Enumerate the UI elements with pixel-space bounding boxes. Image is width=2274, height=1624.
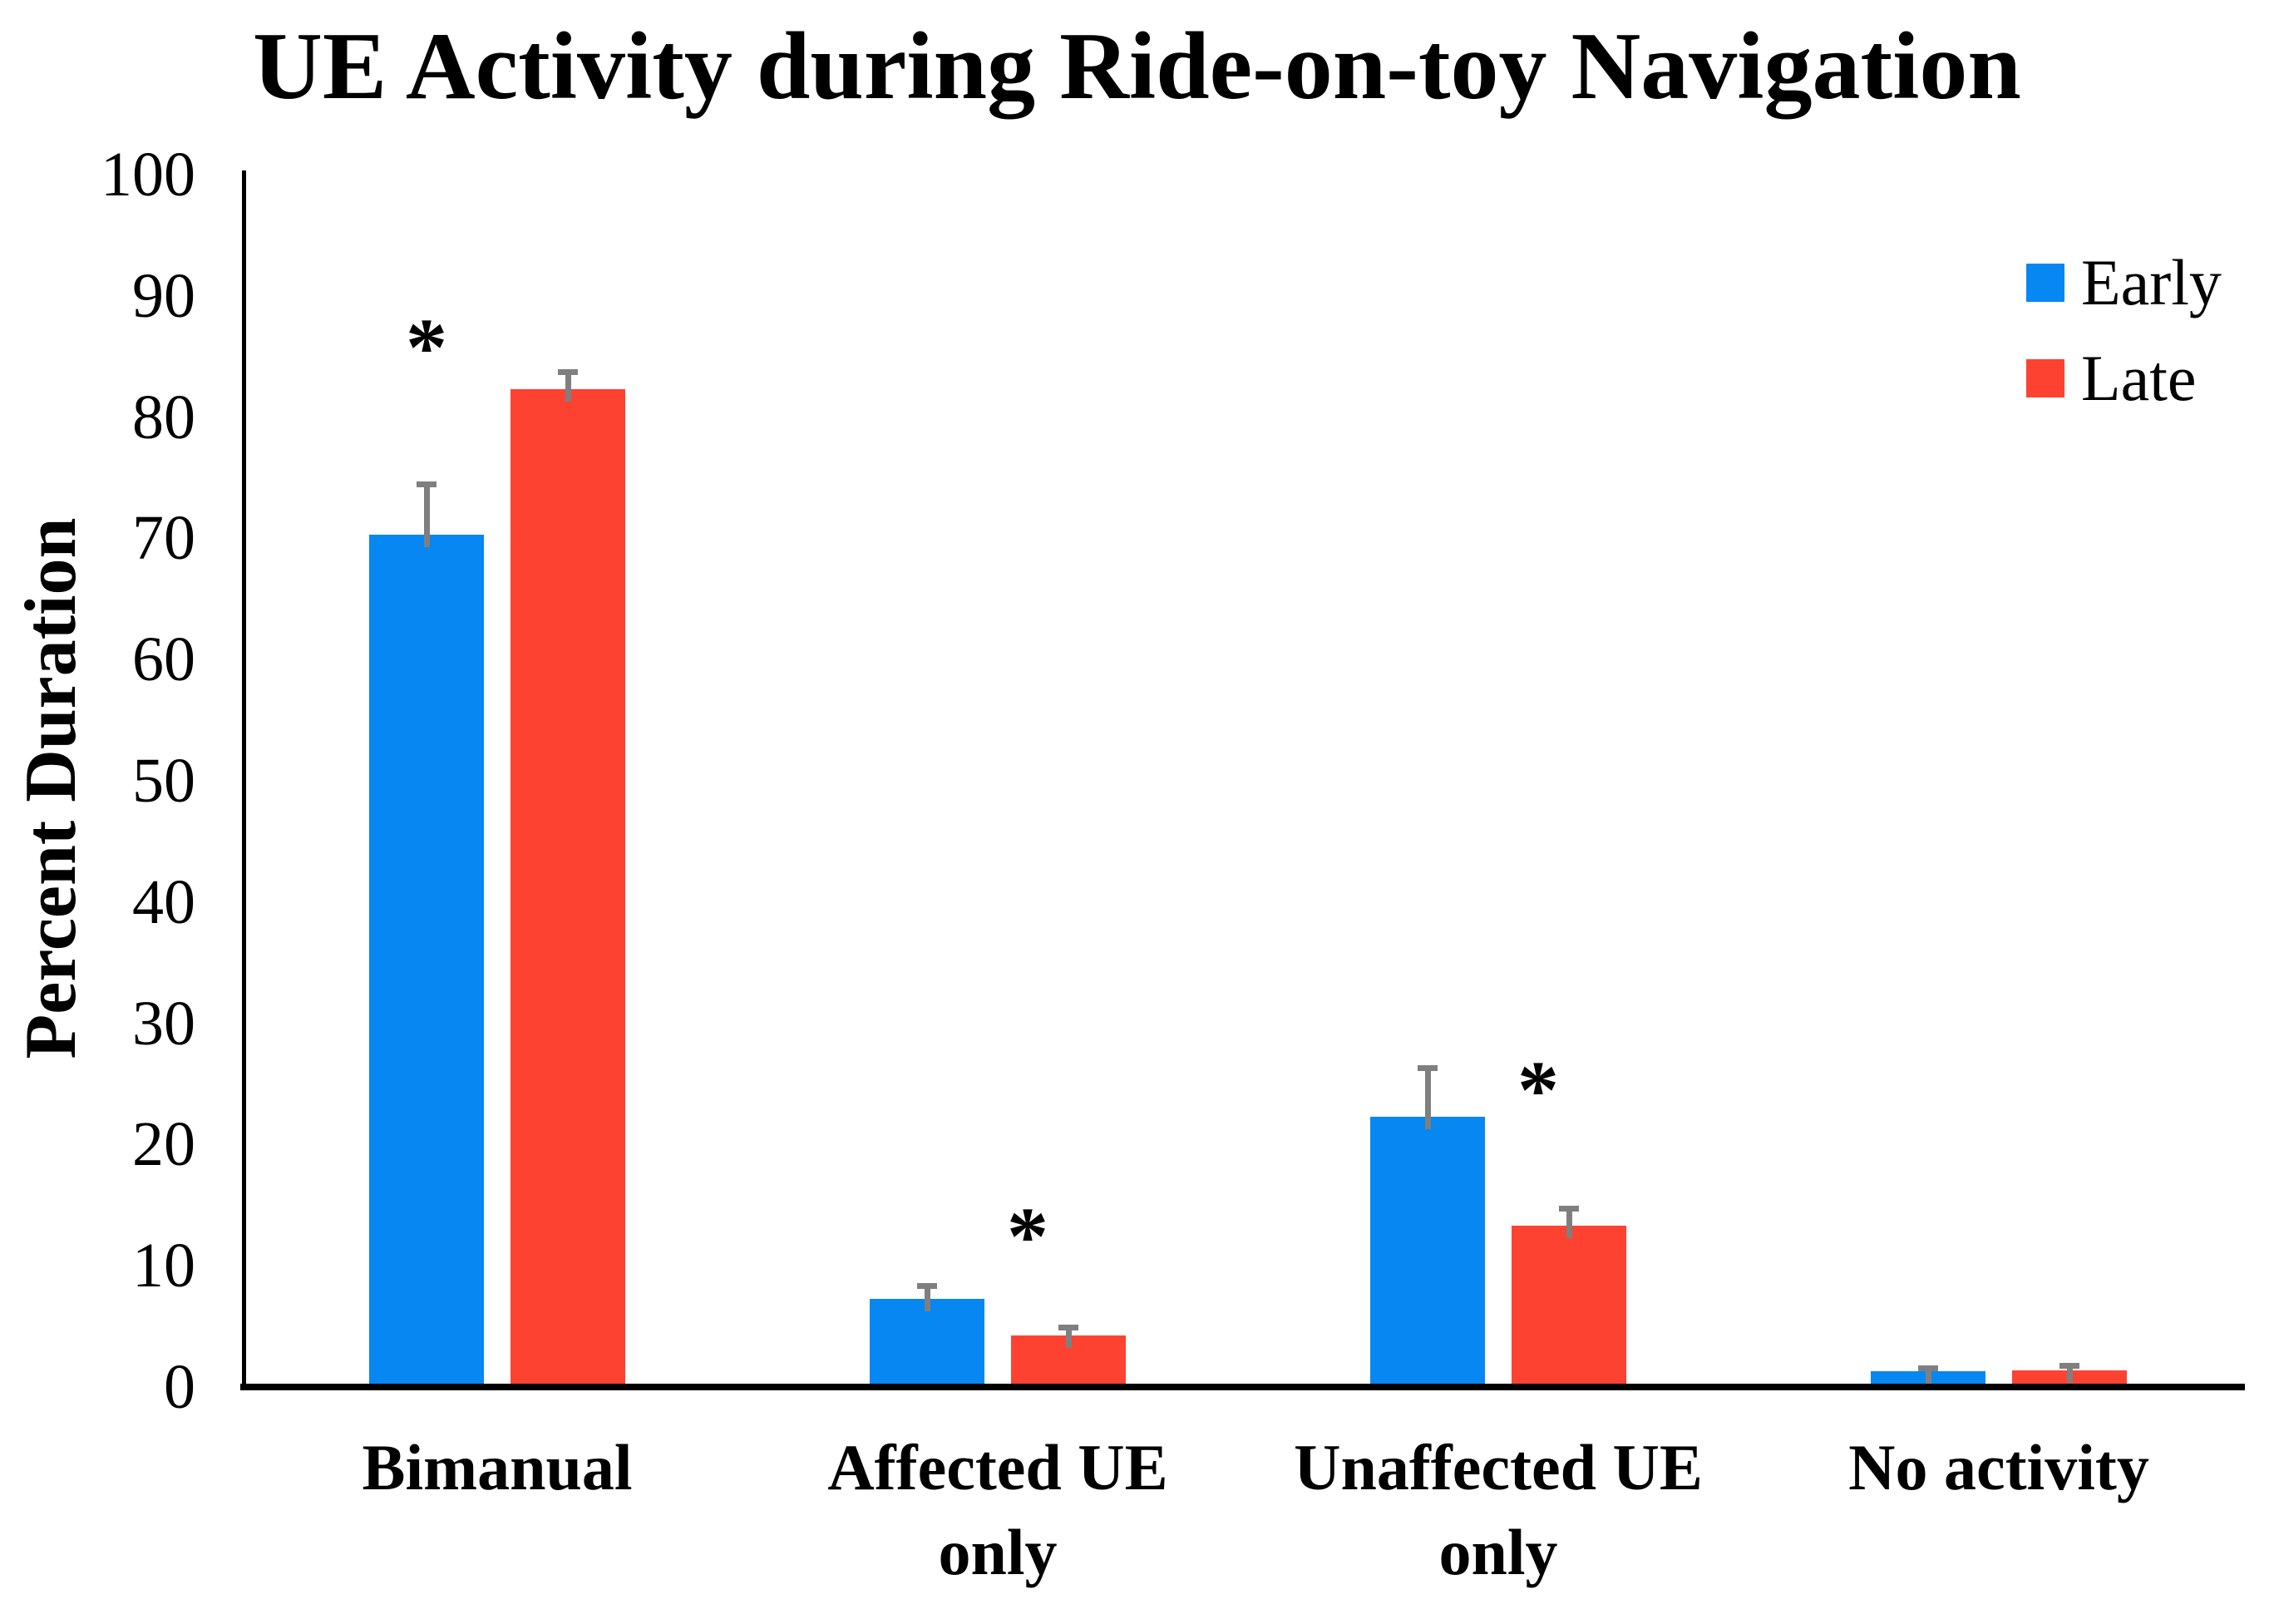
x-category-label-no-activity: No activity: [1848, 1431, 2149, 1503]
error-bar-stem: [1566, 1210, 1572, 1239]
error-bar-cap: [1418, 1064, 1438, 1071]
bar-early-affected-ue-only: [870, 1298, 984, 1384]
bar-early-bimanual: [369, 535, 484, 1384]
error-bar-stem: [924, 1287, 930, 1311]
y-tick-label-30: 30: [132, 988, 195, 1059]
significance-asterisk: *: [1517, 1043, 1559, 1136]
legend-swatch-late: [2026, 359, 2064, 397]
error-bar-cap: [1058, 1324, 1078, 1330]
error-bar-cap: [1559, 1205, 1579, 1212]
error-bar-cap: [558, 368, 578, 375]
error-bar-stem: [2066, 1368, 2073, 1383]
y-tick-label-40: 40: [132, 866, 195, 937]
x-category-label-unaffected-ue-only: Unaffected UE only: [1294, 1431, 1703, 1588]
chart-title: UE Activity during Ride-on-toy Navigatio…: [253, 13, 2021, 120]
bar-late-bimanual: [511, 389, 625, 1384]
x-category-label-bimanual: Bimanual: [362, 1431, 633, 1503]
y-tick-label-90: 90: [132, 260, 195, 331]
legend-label-early: Early: [2081, 246, 2222, 318]
legend-swatch-early: [2026, 264, 2064, 302]
error-bar-cap: [917, 1282, 937, 1289]
y-tick-label-50: 50: [132, 746, 195, 816]
x-category-label-affected-ue-only: Affected UE only: [827, 1431, 1168, 1588]
y-tick-label-20: 20: [132, 1109, 195, 1180]
significance-asterisk: *: [406, 301, 447, 394]
error-bar-stem: [1065, 1329, 1072, 1348]
y-tick-label-70: 70: [132, 503, 195, 574]
error-bar-stem: [423, 486, 430, 548]
legend-label-late: Late: [2081, 342, 2197, 414]
error-bar-cap: [417, 481, 437, 488]
y-tick-label-80: 80: [132, 382, 195, 452]
error-bar-cap: [1918, 1365, 1938, 1372]
error-bar-cap: [2059, 1363, 2079, 1370]
x-axis-line: [240, 1384, 2245, 1390]
y-tick-label-0: 0: [164, 1352, 195, 1422]
y-tick-label-10: 10: [132, 1231, 195, 1301]
error-bar-stem: [1424, 1069, 1431, 1130]
significance-asterisk: *: [1007, 1190, 1048, 1283]
error-bar-stem: [1925, 1370, 1931, 1385]
y-tick-label-100: 100: [101, 140, 195, 210]
error-bar-stem: [565, 373, 571, 402]
bar-late-unaffected-ue-only: [1512, 1226, 1626, 1384]
y-tick-label-60: 60: [132, 624, 195, 695]
y-axis-line: [242, 170, 246, 1390]
bar-early-unaffected-ue-only: [1370, 1117, 1485, 1384]
